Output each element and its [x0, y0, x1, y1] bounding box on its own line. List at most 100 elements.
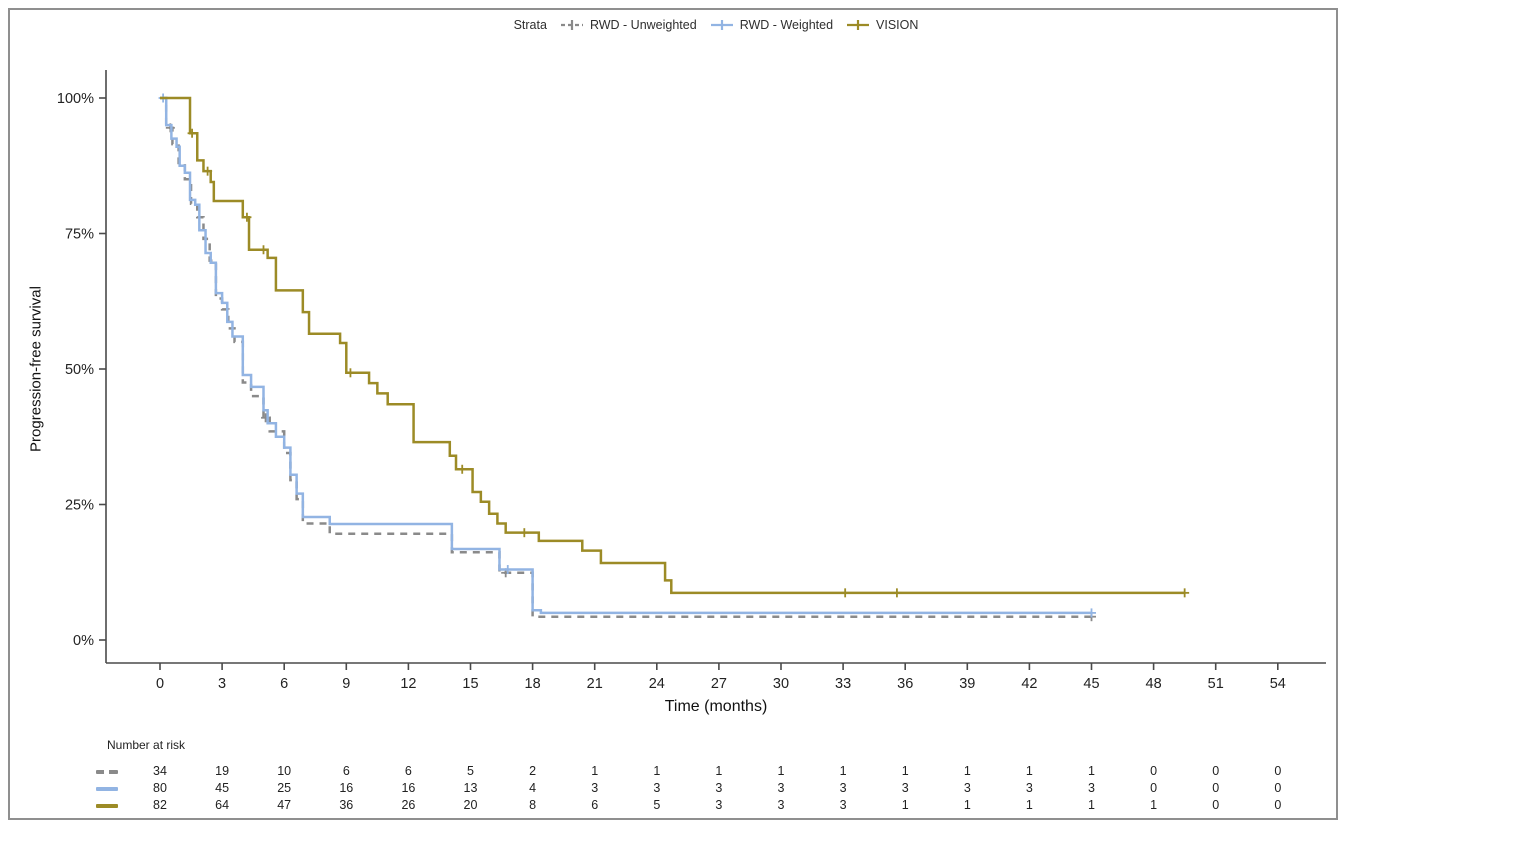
risk-value: 1 [901, 798, 909, 812]
risk-value: 1 [963, 798, 971, 812]
risk-value: 3 [777, 798, 785, 812]
x-tick-label: 12 [400, 676, 416, 692]
x-tick-label: 27 [711, 676, 727, 692]
x-tick-label: 24 [649, 676, 665, 692]
figure-border [8, 8, 1338, 820]
risk-value: 1 [839, 764, 847, 778]
x-tick-label: 9 [342, 676, 350, 692]
risk-value: 5 [467, 764, 474, 778]
risk-value: 3 [715, 798, 723, 812]
x-tick-label: 42 [1021, 676, 1037, 692]
y-tick-label: 75% [65, 227, 94, 243]
risk-value: 0 [1274, 798, 1282, 812]
risk-value: 6 [404, 764, 412, 778]
legend-item-vision: VISION [845, 18, 918, 32]
risk-value: 6 [342, 764, 350, 778]
x-tick-label: 3 [218, 676, 226, 692]
risk-value: 8 [529, 798, 537, 812]
km-curve-rwd-weighted [160, 96, 1092, 615]
legend-item-label: RWD - Unweighted [589, 18, 697, 32]
risk-value: 3 [1025, 781, 1033, 795]
risk-row-marker-rwd-weighted [96, 787, 118, 791]
x-tick-label: 18 [525, 676, 541, 692]
legend-item-rwd-unweighted: RWD - Unweighted [559, 18, 697, 32]
risk-value: 80 [153, 781, 167, 795]
x-tick-label: 39 [959, 676, 975, 692]
legend-title: Strata [513, 18, 547, 32]
x-tick-label: 21 [587, 676, 603, 692]
x-tick-label: 48 [1146, 676, 1162, 692]
risk-value: 1 [963, 764, 971, 778]
risk-row-marker-vision [96, 804, 118, 808]
risk-value: 16 [339, 781, 354, 795]
risk-value: 1 [777, 764, 785, 778]
risk-value: 3 [839, 781, 847, 795]
risk-value: 3 [653, 781, 661, 795]
km-curve-vision [160, 96, 1185, 595]
y-tick-label: 25% [65, 498, 94, 514]
risk-value: 13 [463, 781, 478, 795]
y-tick-label: 50% [65, 362, 94, 378]
risk-value: 82 [153, 798, 167, 812]
x-axis-title: Time (months) [664, 698, 768, 715]
x-tick-label: 54 [1270, 676, 1286, 692]
legend-key-icon [710, 20, 733, 30]
risk-value: 4 [529, 781, 537, 795]
risk-value: 1 [1150, 798, 1158, 812]
risk-value: 1 [715, 764, 723, 778]
risk-value: 5 [653, 798, 661, 812]
y-axis-title: Progression-free survival [27, 286, 45, 452]
risk-value: 45 [215, 781, 230, 795]
x-tick-label: 6 [280, 676, 288, 692]
risk-value: 19 [215, 764, 230, 778]
risk-value: 34 [153, 764, 167, 778]
y-tick-label: 0% [73, 633, 94, 649]
risk-value: 3 [901, 781, 909, 795]
risk-value: 0 [1150, 764, 1158, 778]
legend: Strata RWD - Unweighted RWD - Weighted VIS… [106, 18, 1326, 32]
x-tick-label: 45 [1083, 676, 1099, 692]
risk-value: 10 [277, 764, 292, 778]
legend-item-label: RWD - Weighted [739, 18, 834, 32]
risk-row-marker-rwd-unweighted [96, 770, 118, 774]
x-tick-label: 33 [835, 676, 851, 692]
risk-value: 3 [777, 781, 785, 795]
km-curve-rwd-unweighted [160, 96, 1092, 618]
risk-value: 0 [1274, 781, 1282, 795]
risk-value: 0 [1212, 781, 1220, 795]
number-at-risk-label: Number at risk [107, 738, 186, 752]
y-tick-label: 100% [57, 91, 94, 107]
x-tick-label: 0 [156, 676, 164, 692]
risk-value: 0 [1212, 798, 1220, 812]
risk-value: 6 [591, 798, 599, 812]
risk-value: 0 [1150, 781, 1158, 795]
risk-value: 1 [1088, 798, 1095, 812]
risk-value: 1 [901, 764, 909, 778]
risk-value: 1 [1025, 764, 1033, 778]
legend-item-label: VISION [876, 18, 919, 32]
risk-value: 3 [963, 781, 971, 795]
legend-key-icon [847, 20, 870, 30]
risk-value: 0 [1274, 764, 1282, 778]
risk-value: 25 [277, 781, 292, 795]
risk-value: 26 [401, 798, 416, 812]
risk-value: 47 [277, 798, 292, 812]
risk-value: 3 [839, 798, 847, 812]
x-tick-label: 30 [773, 676, 789, 692]
legend-item-rwd-weighted: RWD - Weighted [709, 18, 833, 32]
risk-value: 1 [1025, 798, 1033, 812]
risk-value: 3 [715, 781, 723, 795]
risk-value: 0 [1212, 764, 1220, 778]
x-tick-label: 51 [1208, 676, 1224, 692]
x-tick-label: 36 [897, 676, 913, 692]
risk-value: 3 [1088, 781, 1095, 795]
x-tick-label: 15 [462, 676, 478, 692]
risk-value: 1 [591, 764, 599, 778]
risk-value: 1 [1088, 764, 1095, 778]
risk-value: 1 [653, 764, 661, 778]
risk-value: 2 [529, 764, 537, 778]
risk-value: 16 [401, 781, 416, 795]
risk-value: 36 [339, 798, 354, 812]
